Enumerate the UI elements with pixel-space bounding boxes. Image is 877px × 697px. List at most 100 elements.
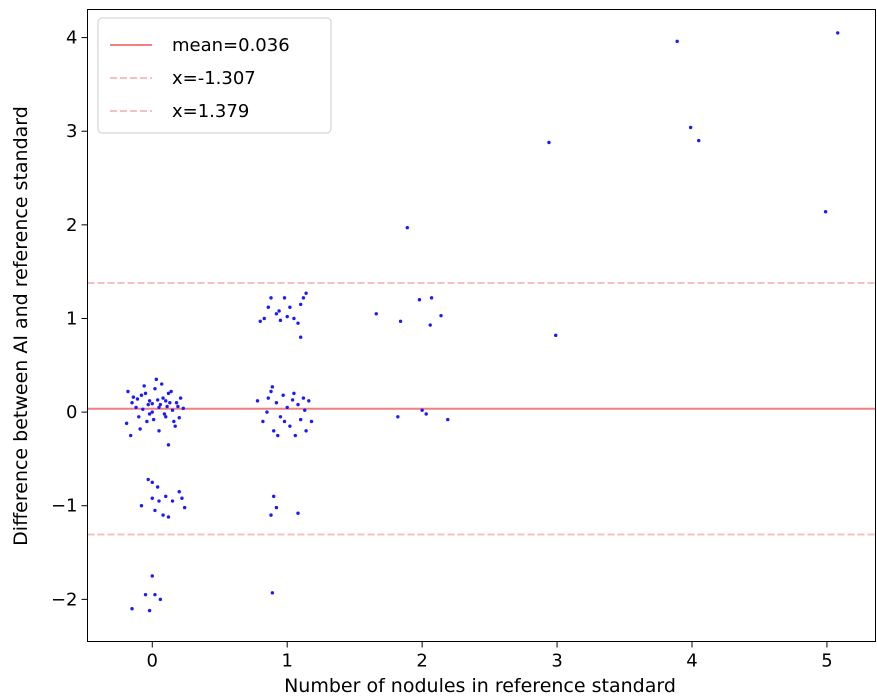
data-point [439,313,443,318]
data-point [130,607,134,611]
data-point [269,513,273,517]
data-point [147,608,152,613]
data-point [429,296,434,300]
data-point [417,298,422,302]
data-point [292,391,296,396]
data-point [166,515,171,519]
x-tick-label: 3 [551,651,562,672]
data-point [265,410,269,414]
data-point [307,399,311,403]
x-tick-label: 2 [416,651,427,672]
data-point [126,389,130,394]
data-point [282,296,287,300]
data-point [146,402,150,407]
data-point [138,427,142,431]
data-point [157,429,161,433]
data-point [262,316,266,321]
data-point [180,496,184,500]
y-tick-label: −2 [51,589,78,610]
data-point [292,316,296,321]
data-point [274,401,279,405]
marks-layer [87,31,876,613]
y-tick-label: 2 [66,215,77,236]
data-point [166,443,171,447]
data-point [396,415,400,419]
data-point [141,407,145,411]
legend: mean=0.036 x=-1.307 x=1.379 [97,17,332,134]
data-point [172,419,176,424]
data-point [124,421,129,426]
data-point [150,480,154,485]
data-point [173,424,177,428]
data-point [270,385,275,389]
data-point [285,405,289,410]
data-point [147,412,152,416]
data-point [164,415,168,419]
data-point [269,296,273,300]
data-point [134,405,138,410]
data-point [296,511,300,515]
data-point [278,318,283,323]
data-point [285,314,289,319]
data-point [446,417,450,422]
data-point [150,401,154,406]
x-tick-label: 1 [281,651,292,672]
data-point [298,302,303,307]
data-point [164,494,168,499]
data-point [135,397,140,401]
data-point [157,499,161,503]
data-point [304,291,308,295]
data-point [165,404,169,409]
data-point [301,296,306,300]
data-point [255,399,260,403]
data-point [269,389,273,394]
data-point [155,398,160,402]
data-point [166,391,171,396]
data-point [131,395,136,399]
data-point [155,485,160,489]
legend-label: x=1.379 [172,101,249,122]
data-point [150,410,154,414]
data-point [137,415,141,419]
data-point [177,489,181,494]
data-point [274,312,279,316]
data-point [128,433,133,438]
data-point [153,387,157,391]
y-tick-label: 3 [66,121,77,142]
x-tick-label: 4 [686,651,697,672]
data-point [168,401,172,405]
data-point [675,39,679,44]
data-point [150,574,154,578]
data-point [823,210,828,214]
data-point [278,415,283,419]
data-point [162,412,167,416]
data-point [182,505,187,510]
data-point [428,323,432,327]
data-point [272,494,276,499]
data-point [266,396,271,400]
data-point [281,393,285,397]
data-point [153,508,157,513]
data-point [178,396,183,400]
plot-frame [87,9,876,642]
y-tick-label: 0 [66,402,77,423]
data-point [174,401,179,405]
data-point [288,305,292,309]
data-point [277,309,281,313]
data-point [547,140,551,145]
data-point [398,319,403,323]
data-point [142,384,146,388]
y-tick-label: 1 [66,308,77,329]
data-point [143,391,148,396]
data-point [181,406,186,411]
data-point [290,398,295,402]
data-point [164,399,168,403]
data-point [270,591,275,595]
data-point [374,312,378,316]
data-point [176,404,180,409]
data-point [161,513,165,517]
x-tick-label: 5 [821,651,832,672]
data-point [158,597,163,602]
data-point [150,496,154,500]
data-point [274,505,279,510]
